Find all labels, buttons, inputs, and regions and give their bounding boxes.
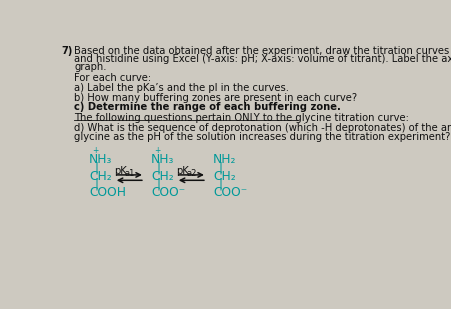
Text: and histidine using Excel (Y-axis: pH; X-axis: volume of titrant). Label the axe: and histidine using Excel (Y-axis: pH; X… <box>74 54 451 64</box>
Text: |: | <box>156 178 160 191</box>
Text: COO⁻: COO⁻ <box>212 186 247 199</box>
Text: pK: pK <box>176 167 189 176</box>
Text: glycine as the pH of the solution increases during the titration experiment?: glycine as the pH of the solution increa… <box>74 132 450 142</box>
Text: Based on the data obtained after the experiment, draw the titration curves for g: Based on the data obtained after the exp… <box>74 45 451 56</box>
Text: NH₂: NH₂ <box>212 153 236 166</box>
Text: a2: a2 <box>186 169 197 178</box>
Text: d) What is the sequence of deprotonation (which -H deprotonates) of the amino ac: d) What is the sequence of deprotonation… <box>74 123 451 133</box>
Text: pK: pK <box>115 167 127 176</box>
Text: 7): 7) <box>61 45 72 56</box>
Text: CH₂: CH₂ <box>89 170 111 183</box>
Text: |: | <box>94 162 98 175</box>
Text: NH₃: NH₃ <box>151 153 174 166</box>
Text: |: | <box>156 162 160 175</box>
Text: |: | <box>218 178 222 191</box>
Text: The following questions pertain ONLY to the glycine titration curve:: The following questions pertain ONLY to … <box>74 112 408 123</box>
Text: |: | <box>94 178 98 191</box>
Text: graph.: graph. <box>74 62 106 73</box>
Text: NH₃: NH₃ <box>89 153 112 166</box>
Text: For each curve:: For each curve: <box>74 73 151 83</box>
Text: |: | <box>218 162 222 175</box>
Text: +: + <box>92 146 98 155</box>
Text: a) Label the pKa’s and the pI in the curves.: a) Label the pKa’s and the pI in the cur… <box>74 83 289 93</box>
Text: CH₂: CH₂ <box>151 170 173 183</box>
Text: COOH: COOH <box>89 186 126 199</box>
Text: b) How many buffering zones are present in each curve?: b) How many buffering zones are present … <box>74 92 357 103</box>
Text: COO⁻: COO⁻ <box>151 186 185 199</box>
Text: c) Determine the range of each buffering zone.: c) Determine the range of each buffering… <box>74 102 341 112</box>
Text: CH₂: CH₂ <box>212 170 235 183</box>
Text: a1: a1 <box>124 169 135 178</box>
Text: +: + <box>154 146 160 155</box>
